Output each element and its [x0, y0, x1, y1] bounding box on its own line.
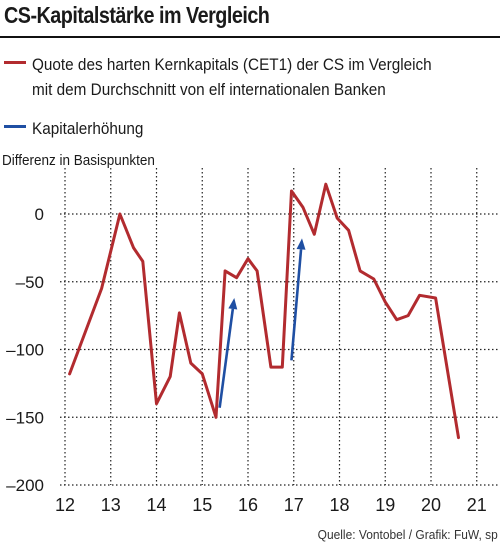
- capital-increase-arrow-shaft: [290, 249, 303, 361]
- x-tick-label: 18: [329, 495, 349, 515]
- legend-label-capital-increase: Kapitalerhöhung: [32, 119, 144, 138]
- x-tick-label: 12: [55, 495, 75, 515]
- x-tick-label: 15: [192, 495, 212, 515]
- y-tick-label: 0: [35, 205, 44, 224]
- x-tick-label: 13: [101, 495, 121, 515]
- legend-swatch-capital-increase: [4, 125, 26, 128]
- x-tick-label: 20: [421, 495, 441, 515]
- series-line-cet1: [68, 182, 460, 440]
- legend-label-cet1: Quote des harten Kernkapitals (CET1) der…: [32, 52, 432, 102]
- x-tick-label: 19: [375, 495, 395, 515]
- x-tick-label: 17: [284, 495, 304, 515]
- y-tick-label: –150: [6, 408, 44, 427]
- x-tick-label: 14: [146, 495, 166, 515]
- x-tick-label: 16: [238, 495, 258, 515]
- legend-item-cet1: Quote des harten Kernkapitals (CET1) der…: [4, 52, 476, 102]
- legend-item-capital-increase: Kapitalerhöhung: [4, 116, 156, 141]
- legend-swatch-cet1: [4, 61, 26, 64]
- capital-increase-arrow-head: [228, 298, 238, 310]
- capital-increase-arrow-shaft: [218, 308, 235, 408]
- y-axis-unit-label: Differenz in Basispunkten: [2, 152, 155, 169]
- legend-label-cet1-line2: mit dem Durchschnitt von elf internation…: [32, 80, 386, 99]
- x-tick-label: 21: [467, 495, 487, 515]
- legend-label-cet1-line1: Quote des harten Kernkapitals (CET1) der…: [32, 55, 432, 74]
- chart-title: CS-Kapitalstärke im Vergleich: [4, 2, 270, 28]
- y-tick-label: –100: [6, 341, 44, 360]
- y-tick-label: –200: [6, 476, 44, 495]
- title-rule: [0, 36, 500, 38]
- capital-increase-arrow-head: [296, 238, 306, 250]
- source-note: Quelle: Vontobel / Grafik: FuW, sp: [317, 527, 498, 542]
- y-tick-label: –50: [16, 273, 44, 292]
